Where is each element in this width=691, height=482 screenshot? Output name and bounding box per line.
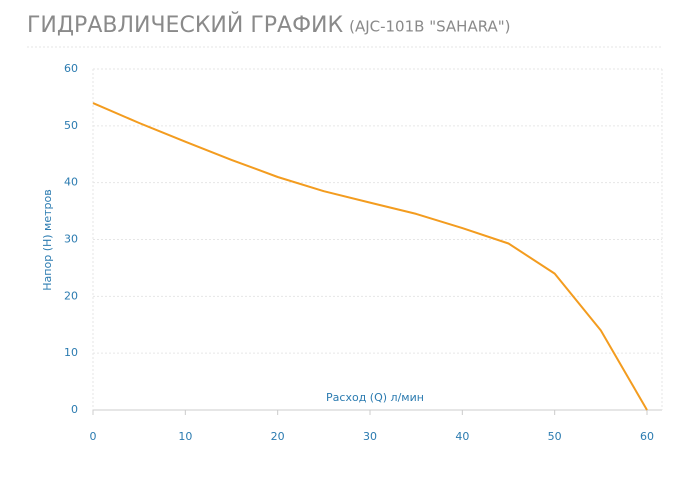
y-tick-label: 10	[64, 346, 78, 359]
line-series	[92, 102, 648, 411]
x-tick-label: 0	[90, 430, 97, 443]
y-tick-label: 50	[64, 119, 78, 132]
y-tick-label: 20	[64, 289, 78, 302]
y-tick-label: 40	[64, 176, 78, 189]
x-tick-label: 20	[271, 430, 285, 443]
x-tick-label: 40	[455, 430, 469, 443]
x-tick-label: 60	[640, 430, 654, 443]
y-tick-label: 60	[64, 62, 78, 75]
y-tick-label: 0	[71, 403, 78, 416]
chart-subtitle: (AJC-101B "SAHARA")	[349, 18, 510, 36]
x-tick-label: 50	[548, 430, 562, 443]
y-axis-label: Напор (H) метров	[41, 189, 54, 290]
x-axis-label: Расход (Q) л/мин	[326, 391, 424, 404]
x-tick-label: 30	[363, 430, 377, 443]
chart-title: ГИДРАВЛИЧЕСКИЙ ГРАФИК	[27, 12, 343, 38]
y-tick-label: 30	[64, 233, 78, 246]
x-tick-label: 10	[178, 430, 192, 443]
